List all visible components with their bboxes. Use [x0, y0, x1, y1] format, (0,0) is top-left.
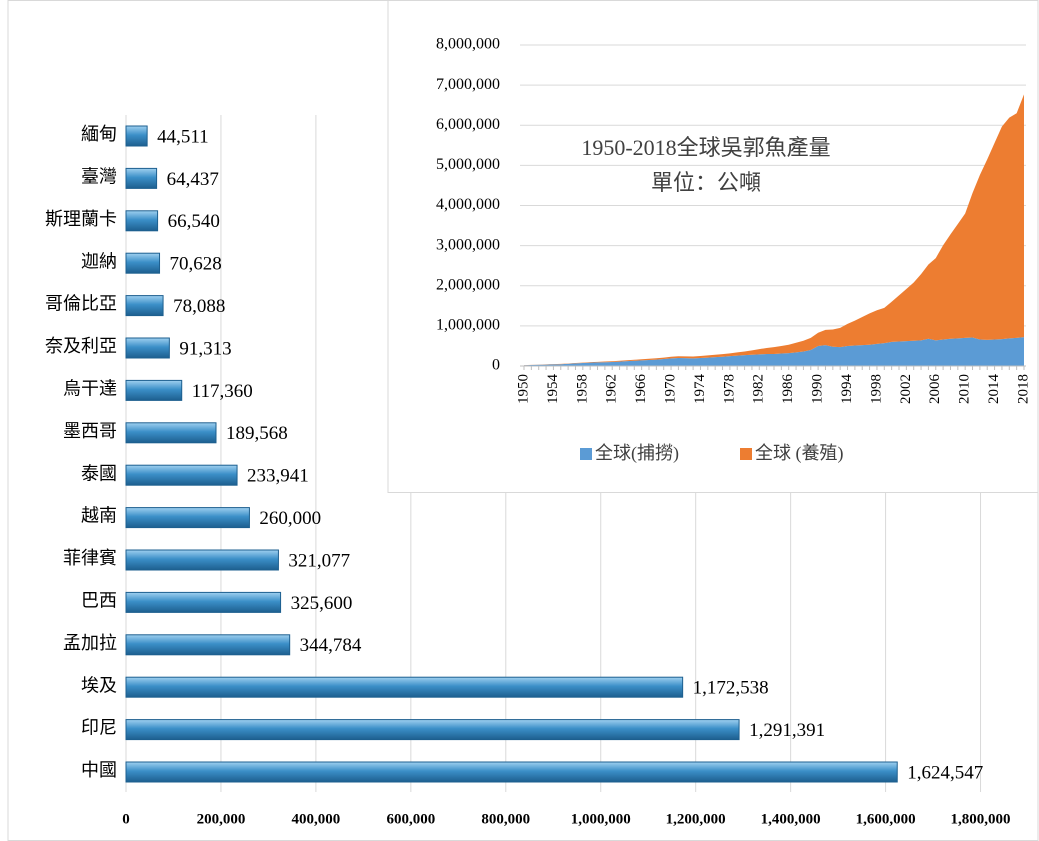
- x-tick-label: 2010: [957, 374, 973, 404]
- bar: [125, 719, 740, 741]
- legend-label: 全球 (養殖): [755, 442, 844, 464]
- y-tick-label: 奈及利亞: [45, 336, 117, 356]
- y-tick-label: 0: [492, 357, 500, 374]
- x-tick-label: 1,800,000: [951, 811, 1011, 827]
- bar: [125, 464, 238, 486]
- x-tick-label: 1,600,000: [856, 811, 916, 827]
- y-tick-label: 5,000,000: [436, 156, 500, 173]
- bar: [125, 676, 684, 698]
- y-tick-label: 中國: [81, 760, 117, 780]
- x-tick-label: 2006: [927, 374, 943, 405]
- bar: [125, 210, 159, 232]
- x-tick-label: 1982: [751, 374, 767, 404]
- x-tick-label: 1970: [662, 374, 678, 404]
- data-label: 117,360: [192, 381, 253, 402]
- bar: [125, 549, 279, 571]
- data-label: 44,511: [157, 126, 209, 147]
- y-tick-label: 迦納: [81, 251, 117, 271]
- y-tick-label: 孟加拉: [63, 633, 117, 653]
- y-tick-label: 哥倫比亞: [45, 294, 117, 314]
- y-tick-label: 越南: [81, 506, 117, 526]
- data-label: 1,291,391: [749, 720, 825, 741]
- x-tick-label: 2018: [1015, 374, 1031, 404]
- data-label: 78,088: [173, 296, 225, 317]
- y-tick-label: 印尼: [81, 718, 117, 738]
- x-tick-label: 1,200,000: [666, 811, 726, 827]
- legend-swatch: [580, 448, 592, 460]
- y-tick-label: 菲律賓: [63, 548, 117, 568]
- y-tick-label: 斯理蘭卡: [45, 209, 117, 229]
- legend-swatch: [740, 448, 752, 460]
- x-tick-label: 1954: [545, 374, 561, 405]
- data-label: 189,568: [226, 423, 288, 444]
- x-tick-label: 1978: [721, 374, 737, 404]
- bar: [125, 337, 170, 359]
- x-tick-label: 1966: [633, 374, 649, 405]
- x-tick-label: 1,400,000: [761, 811, 821, 827]
- data-label: 233,941: [247, 466, 309, 487]
- data-label: 1,624,547: [907, 762, 983, 783]
- chart-subtitle: 單位：公噸: [651, 170, 761, 195]
- y-tick-label: 7,000,000: [436, 76, 500, 93]
- data-label: 260,000: [259, 508, 321, 529]
- y-tick-label: 臺灣: [81, 167, 117, 187]
- area: [524, 337, 1024, 366]
- x-tick-label: 1974: [692, 374, 708, 405]
- data-label: 66,540: [168, 211, 220, 232]
- x-tick-label: 200,000: [197, 811, 246, 827]
- data-label: 344,784: [300, 635, 362, 656]
- x-tick-label: 1990: [810, 374, 826, 404]
- data-label: 325,600: [291, 593, 353, 614]
- y-tick-label: 4,000,000: [436, 196, 500, 213]
- y-tick-label: 3,000,000: [436, 236, 500, 253]
- x-tick-label: 1994: [839, 374, 855, 405]
- bar: [125, 379, 183, 401]
- x-tick-label: 1998: [868, 374, 884, 404]
- x-tick-label: 800,000: [481, 811, 530, 827]
- bar: [125, 422, 217, 444]
- x-tick-label: 1950: [515, 374, 531, 404]
- x-tick-label: 400,000: [292, 811, 341, 827]
- y-tick-label: 8,000,000: [436, 36, 500, 53]
- x-tick-label: 1962: [604, 374, 620, 404]
- bar: [125, 125, 148, 147]
- x-tick-label: 1,000,000: [571, 811, 631, 827]
- x-tick-label: 2014: [986, 374, 1002, 405]
- y-tick-label: 墨西哥: [63, 421, 117, 441]
- y-tick-label: 埃及: [81, 675, 117, 695]
- x-tick-label: 1958: [574, 374, 590, 404]
- bar: [125, 295, 164, 317]
- y-tick-label: 巴西: [81, 591, 117, 611]
- y-tick-label: 烏干達: [63, 379, 117, 399]
- y-tick-label: 緬甸: [81, 124, 117, 144]
- data-label: 1,172,538: [693, 678, 769, 699]
- bar: [125, 591, 282, 613]
- area: [524, 94, 1024, 366]
- bar: [125, 167, 158, 189]
- legend-label: 全球(捕撈): [595, 443, 679, 464]
- x-tick-label: 600,000: [386, 811, 435, 827]
- y-tick-label: 2,000,000: [436, 276, 500, 293]
- data-label: 91,313: [179, 338, 231, 359]
- x-tick-label: 1986: [780, 374, 796, 405]
- y-tick-label: 6,000,000: [436, 116, 500, 133]
- data-label: 321,077: [288, 550, 350, 571]
- x-tick-label: 0: [122, 811, 130, 827]
- data-label: 64,437: [167, 169, 219, 190]
- chart-title: 1950-2018全球吳郭魚產量: [581, 135, 830, 160]
- bar: [125, 634, 291, 656]
- y-tick-label: 1,000,000: [436, 317, 500, 334]
- data-label: 70,628: [170, 254, 222, 275]
- y-tick-label: 泰國: [81, 463, 117, 483]
- bar: [125, 761, 898, 783]
- bar: [125, 507, 250, 529]
- inset-panel: [387, 0, 1039, 493]
- bar: [125, 252, 161, 274]
- x-tick-label: 2002: [898, 374, 914, 404]
